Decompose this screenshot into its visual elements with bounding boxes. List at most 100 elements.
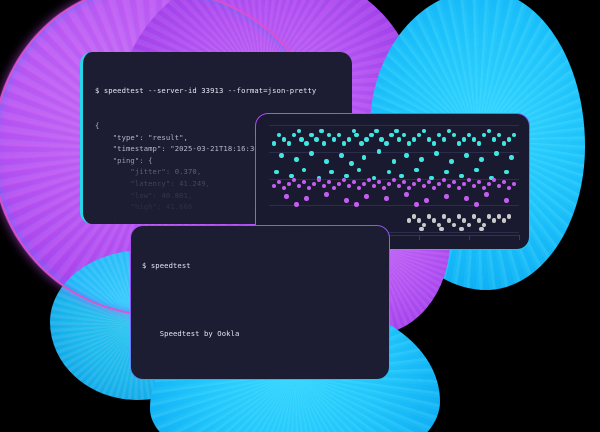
chart-dot: [294, 202, 299, 207]
chart-dot: [346, 183, 352, 189]
chart-dot: [331, 136, 337, 142]
chart-dot: [491, 218, 497, 224]
chart-dot: [364, 194, 369, 199]
chart-dot: [474, 167, 479, 173]
chart-dot: [474, 202, 479, 207]
chart-dot: [356, 185, 362, 191]
chart-dot: [509, 155, 514, 160]
chart-dot: [484, 191, 489, 197]
chart-dot: [371, 183, 377, 189]
chart-dot: [274, 169, 279, 175]
chart-dot: [479, 226, 484, 232]
chart-dot: [309, 151, 314, 156]
chart-dot: [316, 177, 322, 183]
chart-dot: [504, 169, 509, 175]
chart-dot: [284, 194, 289, 199]
chart-dot: [319, 128, 324, 134]
chart-dot: [346, 136, 352, 142]
chart-dot: [506, 214, 512, 219]
chart-dot: [489, 175, 494, 181]
chart-dot: [341, 141, 347, 146]
chart-dot: [511, 181, 517, 187]
chart-dot: [404, 191, 409, 197]
chart-dot: [501, 141, 507, 146]
chart-dot: [464, 153, 469, 158]
chart-dot: [294, 157, 299, 162]
chart-dot: [411, 181, 417, 187]
chart-axis-tick: [469, 235, 470, 240]
chart-dot: [451, 222, 457, 228]
chart-dot: [486, 181, 492, 187]
speed-dot-chart-card: [255, 113, 530, 250]
json-line: {: [95, 120, 100, 130]
chart-dot: [436, 132, 442, 138]
chart-dot: [486, 128, 492, 134]
chart-dot: [386, 181, 392, 187]
chart-dot: [429, 175, 434, 181]
chart-dot: [291, 132, 297, 138]
result-branding-line: Speedtest by Ookla: [142, 329, 240, 339]
chart-dot: [431, 185, 437, 191]
chart-dot: [481, 222, 487, 228]
chart-dot: [314, 136, 319, 142]
chart-dot: [496, 183, 502, 189]
chart-dot: [414, 167, 419, 173]
chart-dot: [491, 136, 497, 142]
chart-dot: [306, 185, 312, 191]
chart-dot: [289, 173, 294, 179]
chart-dot: [396, 183, 402, 189]
chart-dot: [479, 157, 484, 162]
chart-dot: [506, 185, 512, 191]
chart-dot: [286, 181, 292, 187]
chart-dot: [369, 132, 374, 138]
chart-dot: [324, 191, 329, 197]
chart-dot: [471, 183, 477, 189]
chart-gridline: [269, 151, 519, 153]
chart-dot: [481, 185, 487, 191]
chart-dot: [456, 185, 462, 191]
chart-dot: [386, 169, 392, 175]
chart-dot: [511, 132, 517, 138]
chart-dot: [446, 128, 452, 134]
chart-dot: [456, 141, 462, 146]
chart-gridline: [269, 125, 519, 126]
chart-dot: [464, 196, 469, 201]
json-prompt-line: $ speedtest --server-id 33913 --format=j…: [95, 86, 317, 96]
chart-dot: [501, 179, 507, 185]
chart-dot: [441, 214, 447, 219]
chart-dot: [431, 141, 437, 146]
chart-dot: [416, 218, 422, 224]
chart-dot: [496, 132, 502, 138]
chart-dot: [491, 177, 497, 183]
chart-dot: [326, 179, 332, 185]
chart-dot: [411, 214, 417, 219]
chart-dot: [501, 218, 507, 224]
chart-dot: [476, 218, 482, 224]
chart-dot: [361, 155, 367, 160]
chart-dot: [426, 179, 432, 185]
chart-dot: [504, 198, 509, 203]
chart-dot: [336, 181, 342, 187]
chart-dot: [381, 185, 387, 191]
chart-dot: [441, 136, 447, 142]
chart-dot: [476, 141, 482, 146]
chart-dot: [419, 226, 424, 232]
chart-gridline: [269, 232, 519, 233]
chart-plot-area: [269, 125, 519, 233]
chart-dot: [321, 183, 327, 189]
chart-dot: [296, 128, 302, 134]
chart-dot: [421, 222, 427, 228]
chart-gridline: [269, 205, 519, 207]
chart-dot: [416, 132, 422, 138]
chart-dot: [439, 226, 444, 232]
chart-dot: [359, 141, 364, 146]
chart-dot: [324, 159, 329, 164]
chart-dot: [414, 202, 419, 207]
chart-dot: [461, 218, 467, 224]
chart-dot: [331, 185, 337, 191]
chart-dot: [351, 179, 357, 185]
chart-dot: [349, 161, 354, 166]
chart-dot: [481, 132, 487, 138]
chart-dot: [471, 136, 477, 142]
